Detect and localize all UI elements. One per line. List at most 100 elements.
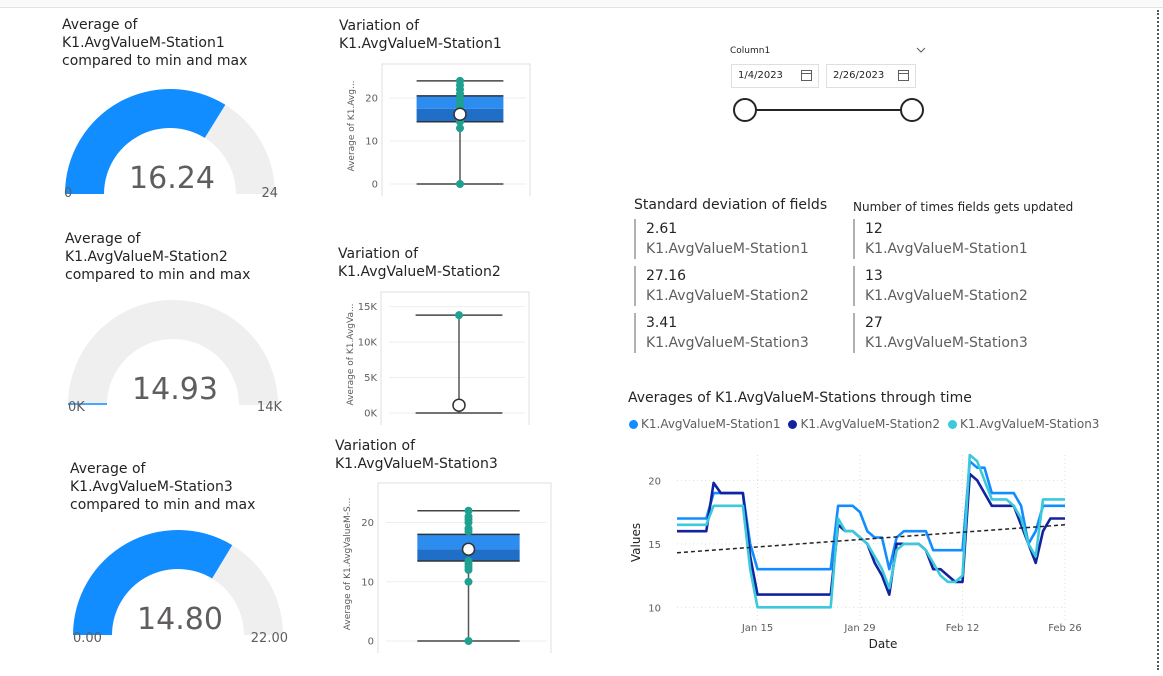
gauge-max-label: 22.00 — [250, 631, 288, 646]
card-value: 27 — [865, 315, 883, 331]
slicer-title: Column1 — [730, 46, 771, 56]
gauge-value: 16.24 — [129, 161, 215, 196]
y-tick-label: 0 — [372, 180, 378, 191]
boxplot-title-line: K1.AvgValueM-Station2 — [338, 264, 501, 280]
data-point — [456, 124, 464, 133]
legend-item[interactable]: K1.AvgValueM-Station2 — [788, 417, 940, 431]
chevron-down-icon[interactable] — [916, 46, 926, 54]
mean-marker — [453, 107, 467, 121]
plot-frame — [381, 63, 531, 196]
boxplot-title: Variation of K1.AvgValueM-Station1 — [339, 17, 502, 53]
data-point — [464, 565, 473, 574]
gauge-track — [68, 300, 278, 405]
start-date-value: 1/4/2023 — [738, 70, 783, 81]
boxplot-title: Variation of K1.AvgValueM-Station3 — [335, 437, 498, 473]
y-tick-label: 15 — [648, 540, 661, 551]
update-count-card[interactable]: Number of times fields gets updated 12 K… — [850, 195, 1090, 360]
boxplot-title-line: Variation of — [335, 438, 416, 454]
legend-marker — [947, 419, 957, 429]
x-axis-label: Date — [869, 637, 898, 651]
y-tick-label: 5K — [364, 373, 377, 384]
gauge-min-label: 0K — [68, 400, 85, 415]
card-label: K1.AvgValueM-Station2 — [646, 288, 809, 304]
legend-item[interactable]: K1.AvgValueM-Station3 — [947, 417, 1100, 431]
gauge-station3[interactable]: Average of K1.AvgValueM-Station3 compare… — [68, 460, 298, 655]
gauge-title: Average of K1.AvgValueM-Station3 compare… — [70, 460, 255, 514]
gauge-fill — [65, 89, 226, 194]
card-row: 27.16 K1.AvgValueM-Station2 — [634, 266, 809, 306]
slider-end-handle[interactable] — [900, 98, 924, 122]
end-date-input[interactable]: 2/26/2023 — [826, 64, 916, 88]
gauge-chart: 14.80 — [73, 530, 283, 637]
line-chart-plot: 10 15 20 Jan 15 Jan 29 Feb 12 Feb 26 Date Values — [629, 453, 1082, 651]
y-axis-label: Values — [629, 523, 643, 562]
card-value: 2.61 — [646, 221, 678, 237]
card-label: K1.AvgValueM-Station3 — [646, 335, 809, 351]
page-edge — [1157, 10, 1159, 670]
boxplot-chart: 0 10 20 Average of K1.AvgValueM-S... — [343, 482, 552, 653]
legend-label: K1.AvgValueM-Station3 — [959, 417, 1100, 431]
gauge-title: Average of K1.AvgValueM-Station2 compare… — [65, 230, 250, 284]
std-dev-card[interactable]: Standard deviation of fields 2.61 K1.Avg… — [630, 195, 845, 360]
y-axis-label: Average of K1.AvgVa... — [346, 303, 356, 405]
mean-marker — [452, 398, 466, 412]
data-point — [456, 180, 464, 188]
gauge-min-label: 0.00 — [73, 631, 102, 646]
plot-frame — [380, 291, 530, 425]
series-line — [677, 472, 1065, 596]
legend-label: K1.AvgValueM-Station1 — [641, 417, 781, 431]
start-date-input[interactable]: 1/4/2023 — [731, 64, 819, 88]
date-slicer[interactable]: Column1 1/4/2023 2/26/2023 — [726, 40, 936, 130]
card-row: 12 K1.AvgValueM-Station1 — [853, 219, 1028, 259]
card-value: 12 — [865, 221, 883, 237]
y-tick-label: 0 — [368, 637, 374, 648]
boxplot-title: Variation of K1.AvgValueM-Station2 — [338, 245, 501, 281]
card-value: 27.16 — [646, 268, 687, 284]
card-row: 3.41 K1.AvgValueM-Station3 — [634, 313, 809, 353]
data-point — [455, 311, 463, 320]
gauge-title-line: Average of — [65, 231, 141, 247]
gauge-station2[interactable]: Average of K1.AvgValueM-Station2 compare… — [63, 230, 293, 420]
data-point — [464, 637, 473, 645]
gauge-title-line: compared to min and max — [65, 267, 251, 283]
data-point — [464, 577, 473, 586]
boxplot-station2[interactable]: Variation of K1.AvgValueM-Station2 0K 5K 1… — [337, 245, 537, 425]
top-bar — [0, 0, 1163, 8]
line-chart[interactable]: Averages of K1.AvgValueM-Stations throug… — [625, 385, 1099, 665]
y-tick-label: 10 — [648, 603, 661, 614]
calendar-icon[interactable] — [801, 70, 812, 81]
y-tick-label: 10 — [365, 137, 378, 148]
y-tick-label: 15K — [358, 302, 378, 313]
legend-marker — [629, 419, 638, 429]
card-label: K1.AvgValueM-Station2 — [865, 288, 1028, 304]
date-range-slider[interactable] — [726, 96, 936, 124]
y-tick-label: 10K — [358, 338, 378, 349]
card-row: 13 K1.AvgValueM-Station2 — [853, 266, 1028, 306]
x-tick-label: Jan 29 — [843, 623, 875, 634]
slider-start-handle[interactable] — [733, 98, 757, 122]
gauge-fill — [73, 530, 233, 635]
boxplot-station3[interactable]: Variation of K1.AvgValueM-Station3 0 10 20… — [334, 437, 559, 657]
calendar-icon[interactable] — [898, 70, 909, 81]
series-line — [677, 453, 1065, 609]
gauge-title-line: compared to min and max — [70, 497, 256, 513]
data-point — [464, 527, 473, 536]
box-upper — [417, 534, 520, 550]
gauge-chart: 14.93 — [68, 300, 278, 405]
card-label: K1.AvgValueM-Station1 — [865, 241, 1028, 257]
y-axis-label: Average of K1.AvgValueM-S... — [343, 498, 353, 631]
legend-item[interactable]: K1.AvgValueM-Station1 — [629, 417, 780, 431]
gauge-title: Average of K1.AvgValueM-Station1 compare… — [62, 16, 247, 70]
gauge-title-line: K1.AvgValueM-Station1 — [62, 35, 225, 51]
legend-marker — [788, 419, 798, 429]
boxplot-station1[interactable]: Variation of K1.AvgValueM-Station1 0 10 20… — [338, 16, 538, 196]
gauge-chart: 16.24 — [65, 89, 275, 196]
y-axis-label: Average of K1.Avg... — [347, 80, 357, 171]
gauge-station1[interactable]: Average of K1.AvgValueM-Station1 compare… — [60, 14, 290, 209]
boxplot-title-line: K1.AvgValueM-Station1 — [339, 36, 502, 52]
card-label: K1.AvgValueM-Station3 — [865, 335, 1028, 351]
gauge-value: 14.93 — [132, 372, 218, 405]
card-row: 27 K1.AvgValueM-Station3 — [853, 313, 1028, 353]
trend-line — [676, 524, 1066, 554]
